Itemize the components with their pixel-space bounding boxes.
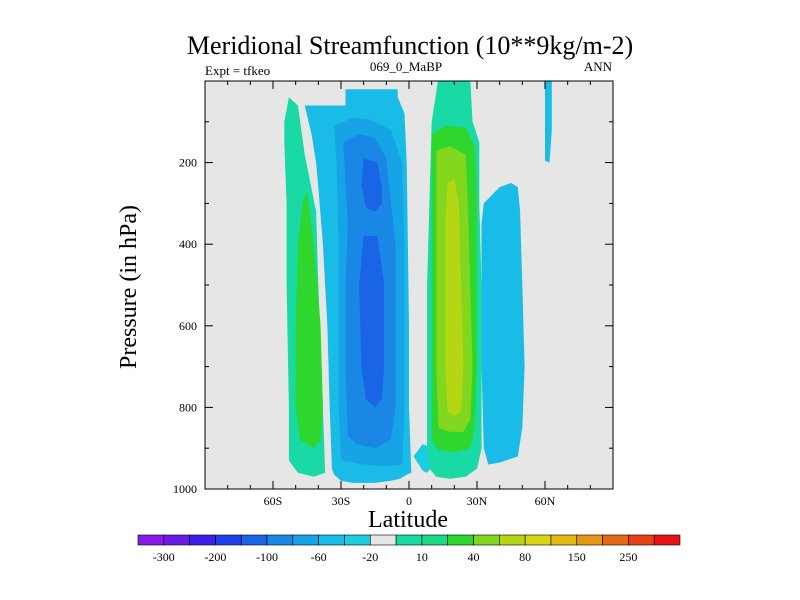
contour-region-6 [359, 236, 385, 408]
contour-region-7 [545, 81, 552, 163]
x-axis-ticks: 60S 30S 0 30N 60N [227, 81, 591, 508]
contour-region-13 [445, 178, 464, 416]
colorbar-label: 250 [619, 550, 637, 564]
colorbar-label: -20 [362, 550, 378, 564]
x-tick-label: 0 [406, 494, 412, 508]
colorbar-box [318, 534, 345, 546]
colorbar-box [524, 534, 552, 546]
colorbar-box [163, 534, 190, 546]
chart-title: Meridional Streamfunction (10**9kg/m-2) [187, 31, 633, 60]
colorbar-box [189, 534, 216, 546]
colorbar-label: -200 [204, 550, 226, 564]
colorbar-label: 40 [468, 550, 480, 564]
contour-region-5 [361, 158, 382, 212]
colorbar-box [576, 534, 603, 546]
x-tick-label: 30N [467, 494, 488, 508]
contour-regions [284, 81, 552, 483]
colorbar-box [499, 534, 526, 546]
colorbar-box [653, 534, 681, 546]
contour-region-8 [481, 183, 525, 465]
colorbar-label: -100 [256, 550, 278, 564]
colorbar-label: 150 [568, 550, 586, 564]
colorbar-label: 10 [416, 550, 428, 564]
colorbar-box [137, 534, 165, 546]
x-axis-label: Latitude [368, 507, 448, 533]
y-axis-label: Pressure (in hPa) [116, 205, 142, 369]
x-tick-label: 60S [264, 494, 283, 508]
subtitle-right: ANN [584, 59, 613, 74]
y-tick-label: 1000 [173, 482, 197, 496]
colorbar-box [344, 534, 371, 546]
y-tick-label: 600 [179, 319, 197, 333]
colorbar-box [421, 534, 449, 546]
y-axis-ticks: 200 400 600 800 1000 [173, 121, 613, 496]
contour-region-9 [413, 444, 432, 473]
contour-region-1 [295, 191, 323, 449]
colorbar-box [266, 534, 294, 546]
colorbar-box [215, 534, 242, 546]
colorbar: -300 -200 -100 -60 -20 10 40 80 150 250 [137, 534, 681, 564]
colorbar-box [602, 534, 629, 546]
colorbar-box [447, 534, 474, 546]
colorbar-label: -60 [311, 550, 327, 564]
colorbar-box [628, 534, 655, 546]
y-tick-label: 400 [179, 237, 197, 251]
colorbar-box [240, 534, 268, 546]
colorbar-box [395, 534, 423, 546]
colorbar-label: -300 [153, 550, 175, 564]
colorbar-box [550, 534, 578, 546]
colorbar-box [369, 534, 397, 546]
colorbar-box [473, 534, 500, 546]
y-tick-label: 800 [179, 400, 197, 414]
x-tick-label: 60N [535, 494, 556, 508]
colorbar-box [292, 534, 319, 546]
subtitle-left: Expt = tfkeo [205, 63, 270, 78]
x-tick-label: 30S [332, 494, 351, 508]
colorbar-label: 80 [519, 550, 531, 564]
subtitle-center: 069_0_MaBP [370, 59, 442, 74]
y-tick-label: 200 [179, 156, 197, 170]
